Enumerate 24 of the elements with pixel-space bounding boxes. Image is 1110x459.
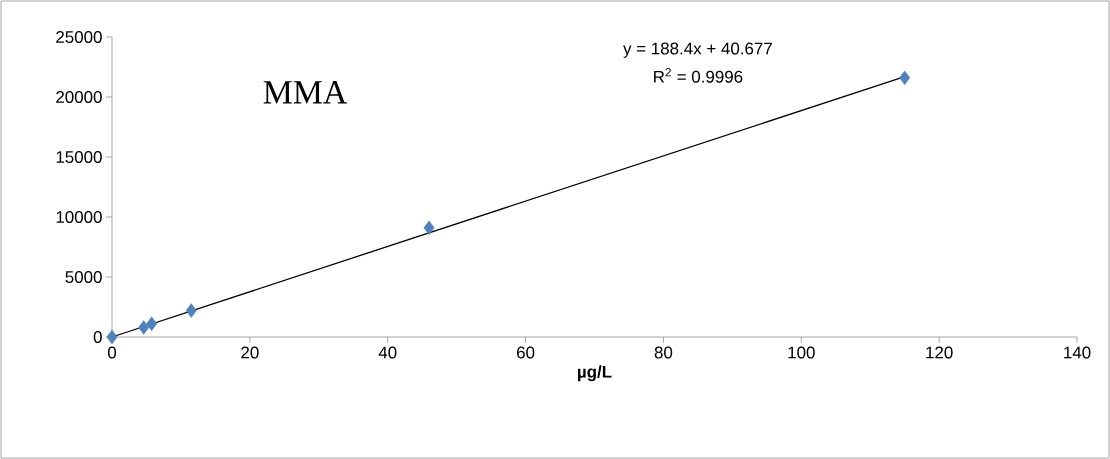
- x-tick-label: 20: [241, 346, 259, 359]
- x-tick-label: 120: [926, 346, 953, 359]
- y-tick-label: 0: [93, 331, 102, 343]
- annotation: y = 188.4x + 40.677: [623, 42, 772, 58]
- y-tick-label: 25000: [56, 31, 102, 43]
- x-tick-label: 0: [107, 346, 117, 359]
- x-tick-label: 140: [1064, 346, 1091, 359]
- x-axis-title: µg/L: [578, 365, 612, 382]
- point: [106, 329, 118, 345]
- y-tick-label: 10000: [56, 211, 102, 223]
- x-tick-label: 40: [378, 346, 397, 359]
- y-tick-label: 20000: [56, 91, 102, 103]
- point: [185, 303, 197, 318]
- x-tick-label: 100: [788, 346, 815, 359]
- annotation: R$^{2}$ = 0.9996: [654, 68, 743, 83]
- x-tick-label: 60: [517, 346, 535, 359]
- point: [899, 70, 911, 85]
- point: [423, 220, 435, 235]
- point: [146, 316, 158, 331]
- x-tick-label: 80: [654, 346, 673, 359]
- point: [138, 320, 150, 335]
- text: MMA: [263, 81, 348, 104]
- y-tick-label: 15000: [56, 151, 102, 163]
- y-tick-label: 5000: [65, 271, 102, 283]
